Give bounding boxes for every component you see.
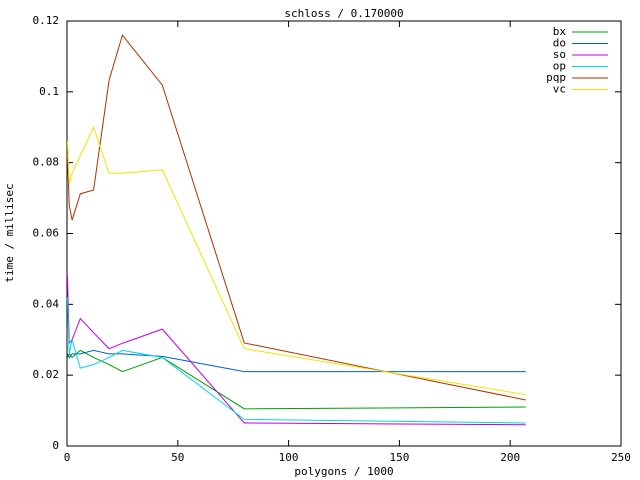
- x-tick-label: 200: [500, 451, 520, 464]
- legend-label: do: [553, 37, 566, 50]
- chart-title: schloss / 0.170000: [284, 7, 403, 20]
- series-line: [66, 349, 526, 410]
- y-tick-label: 0.12: [33, 14, 60, 27]
- legend-label: pqp: [546, 71, 566, 84]
- series-line: [66, 297, 526, 424]
- y-tick-label: 0.08: [33, 156, 60, 169]
- y-tick-label: 0.02: [33, 368, 60, 381]
- x-tick-label: 250: [611, 451, 631, 464]
- plot-border: [66, 20, 622, 447]
- series-line: [66, 125, 526, 396]
- y-tick-label: 0.1: [39, 85, 59, 98]
- legend-label: vc: [553, 83, 566, 96]
- x-tick-label: 100: [279, 451, 299, 464]
- series-line: [66, 275, 526, 426]
- series-line: [66, 34, 526, 401]
- x-axis-label: polygons / 1000: [294, 465, 393, 478]
- x-tick-label: 50: [171, 451, 184, 464]
- x-tick-label: 150: [389, 451, 409, 464]
- series-line: [66, 349, 526, 373]
- y-tick-label: 0: [52, 439, 59, 452]
- y-tick-label: 0.06: [33, 227, 60, 240]
- y-tick-label: 0.04: [33, 297, 60, 310]
- y-axis-label: time / millisec: [3, 183, 16, 282]
- legend-label: op: [553, 60, 566, 73]
- x-tick-label: 0: [64, 451, 71, 464]
- legend-label: bx: [553, 25, 567, 38]
- legend-label: so: [553, 48, 566, 61]
